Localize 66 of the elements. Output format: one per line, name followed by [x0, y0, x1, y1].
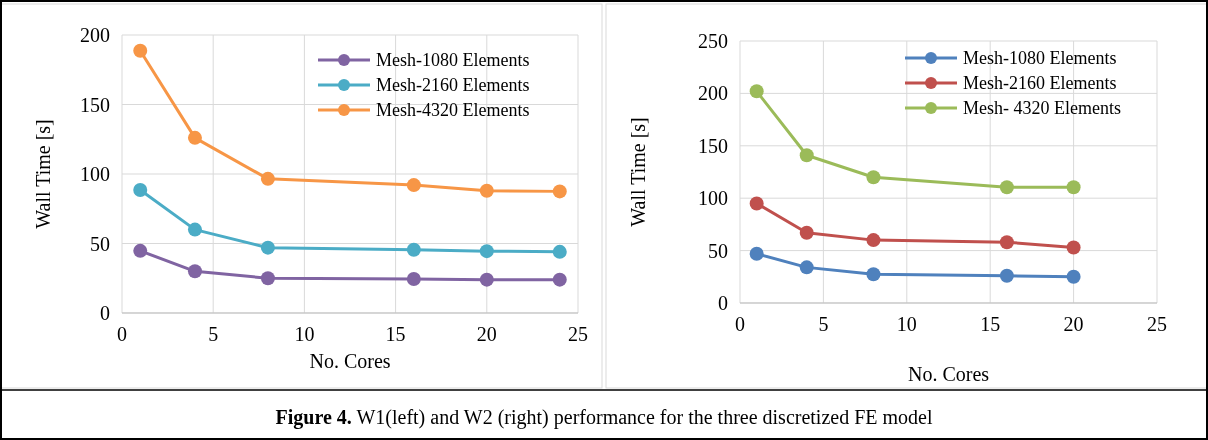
point	[133, 243, 148, 258]
point	[133, 182, 148, 197]
x-tick-label: 5	[818, 313, 829, 335]
y-tick-label: 200	[698, 82, 728, 105]
y-tick-label: 250	[698, 30, 728, 52]
point	[999, 268, 1014, 283]
point	[133, 43, 148, 58]
y-axis-title: Wall Time [s]	[32, 119, 54, 229]
x-axis-title: No. Cores	[309, 350, 391, 372]
y-axis-title: Wall Time [s]	[627, 117, 649, 227]
y-tick-label: 100	[80, 163, 110, 185]
legend-label: Mesh-4320 Elements	[376, 100, 530, 120]
legend-label: Mesh-2160 Elements	[963, 73, 1117, 93]
point	[799, 260, 814, 275]
y-tick-label: 100	[698, 187, 728, 210]
legend-label: Mesh- 4320 Elements	[963, 98, 1121, 118]
x-axis-title: No. Cores	[907, 363, 990, 385]
legend-label: Mesh-1080 Elements	[963, 48, 1117, 68]
point	[406, 271, 421, 286]
caption: Figure 4. W1(left) and W2 (right) performance for the three discretized FE model	[275, 406, 933, 429]
point	[187, 130, 202, 145]
point	[866, 170, 881, 185]
point	[799, 148, 814, 163]
point	[1066, 269, 1081, 284]
point	[749, 84, 764, 99]
y-tick-label: 0	[718, 292, 728, 314]
y-tick-label: 150	[80, 93, 110, 116]
x-tick-label: 0	[117, 323, 127, 345]
x-tick-label: 20	[476, 323, 497, 345]
point	[749, 246, 764, 261]
x-tick-label: 0	[735, 313, 745, 335]
point	[1066, 240, 1081, 255]
point	[999, 235, 1014, 250]
point	[552, 244, 567, 259]
point	[260, 240, 275, 255]
point	[749, 196, 764, 211]
point	[552, 272, 567, 287]
y-tick-label: 50	[708, 239, 728, 262]
point	[799, 225, 814, 240]
point	[479, 183, 494, 198]
x-tick-label: 20	[1063, 313, 1084, 335]
y-tick-label: 50	[90, 232, 110, 255]
point	[260, 271, 275, 286]
x-tick-label: 10	[896, 313, 917, 335]
point	[406, 178, 421, 193]
point	[479, 244, 494, 259]
point	[866, 233, 881, 248]
x-tick-label: 15	[980, 313, 1001, 335]
point	[479, 272, 494, 287]
x-tick-label: 10	[294, 323, 315, 345]
x-tick-label: 25	[568, 323, 588, 345]
legend-label: Mesh-1080 Elements	[376, 50, 530, 70]
point	[187, 222, 202, 237]
point	[552, 184, 567, 199]
y-tick-label: 150	[698, 134, 728, 157]
point	[999, 180, 1014, 195]
x-tick-label: 5	[208, 323, 219, 345]
point	[406, 242, 421, 257]
point	[1066, 180, 1081, 195]
x-tick-label: 15	[385, 323, 406, 345]
point	[187, 264, 202, 279]
legend-label: Mesh-2160 Elements	[376, 75, 530, 95]
point	[260, 171, 275, 186]
point	[866, 267, 881, 282]
y-tick-label: 200	[80, 24, 110, 46]
x-tick-label: 25	[1147, 313, 1167, 335]
